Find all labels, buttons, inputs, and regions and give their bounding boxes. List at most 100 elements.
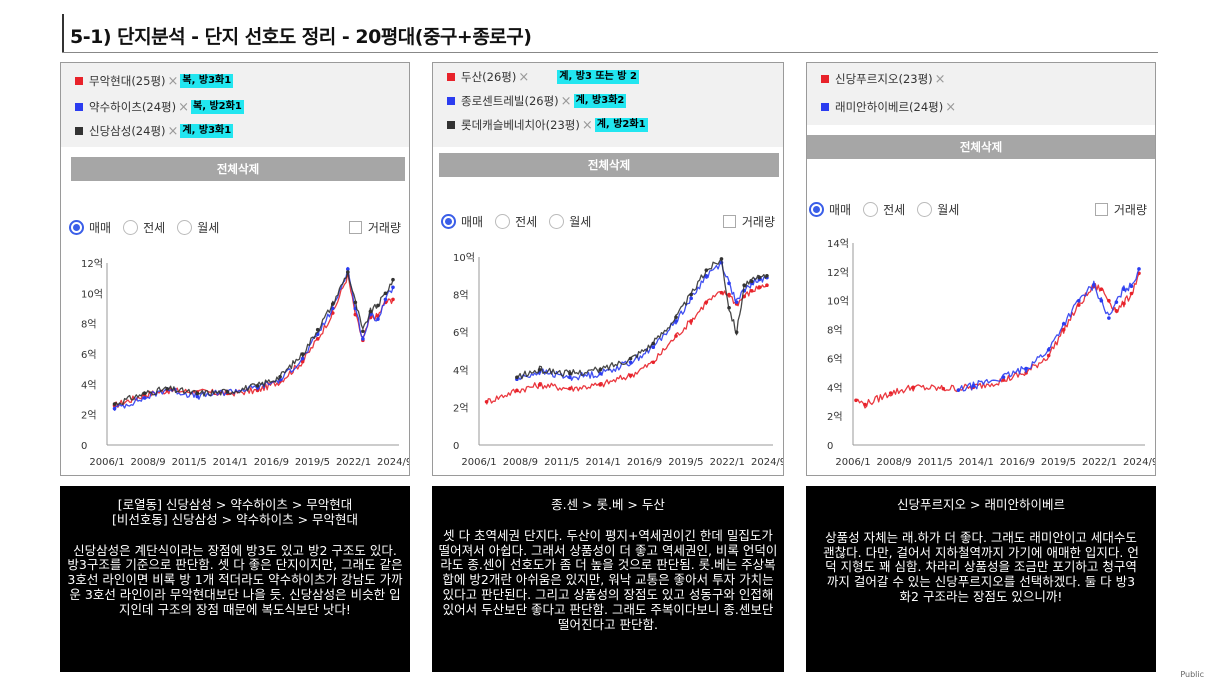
x-tick-label: 2008/9 [503, 457, 538, 468]
data-point [757, 275, 762, 280]
radio-jeonse[interactable]: 전세 [495, 213, 537, 230]
data-point [165, 387, 170, 391]
radio-sale[interactable]: 매매 [809, 201, 851, 218]
radio-label: 매매 [461, 214, 484, 229]
radio-monthly-rent[interactable]: 월세 [917, 201, 959, 218]
data-point [765, 283, 769, 287]
close-icon[interactable]: × [934, 71, 946, 87]
data-point [598, 368, 603, 372]
data-point [1137, 267, 1141, 271]
data-point [628, 356, 633, 361]
data-point [1122, 301, 1126, 306]
delete-all-button[interactable]: 전체삭제 [439, 153, 779, 177]
close-icon[interactable]: × [518, 69, 530, 85]
x-tick-label: 2022/1 [710, 457, 745, 468]
data-point [515, 375, 519, 380]
data-point [300, 359, 305, 364]
data-point [391, 297, 395, 302]
x-tick-label: 2022/1 [336, 457, 371, 468]
comparison-panel-3: 신당푸르지오(23평) × 래미안하이베르(24평) × 전체삭제 매매 전세 … [806, 62, 1156, 476]
close-icon[interactable]: × [581, 117, 593, 133]
data-point [112, 402, 117, 406]
data-point [278, 374, 282, 379]
radio-sale[interactable]: 매매 [69, 219, 111, 236]
data-point [330, 302, 335, 306]
complex-item: 종로센트레빌(26평) × 계, 방3화2 [447, 91, 627, 111]
data-point [628, 360, 633, 365]
radio-monthly-rent[interactable]: 월세 [177, 219, 219, 236]
radio-monthly-rent[interactable]: 월세 [549, 213, 591, 230]
complex-name: 무악현대(25평) [89, 74, 166, 88]
radio-unchecked-icon [549, 213, 565, 229]
volume-checkbox[interactable]: 거래량 [348, 217, 401, 237]
x-tick-label: 2014/1 [959, 457, 994, 468]
radio-label: 전세 [143, 220, 166, 235]
data-point [742, 283, 747, 287]
close-icon[interactable]: × [167, 73, 179, 89]
radio-checked-icon [441, 213, 456, 229]
data-point [651, 341, 656, 346]
data-point [315, 332, 320, 337]
data-point [1092, 283, 1096, 287]
radio-jeonse[interactable]: 전세 [123, 219, 165, 236]
data-point [361, 329, 365, 334]
data-point [225, 390, 230, 394]
complex-item: 두산(26평) × 계, 방3 또는 방 2 [447, 67, 639, 87]
data-point [704, 300, 709, 304]
data-point [568, 386, 572, 391]
close-icon[interactable]: × [560, 93, 572, 109]
comment-box-3: 신당푸르지오 > 래미안하이베르 상품성 자체는 래.하가 더 좋다. 그래도 … [806, 486, 1156, 672]
data-point [628, 373, 633, 378]
delete-all-button[interactable]: 전체삭제 [807, 135, 1155, 159]
data-point [112, 406, 117, 411]
x-tick-label: 2024/9 [751, 457, 784, 468]
complex-name: 종로센트레빌(26평) [461, 94, 559, 108]
close-icon[interactable]: × [945, 99, 957, 115]
x-tick-label: 2019/5 [1041, 457, 1076, 468]
structure-note: 계, 방2화1 [594, 118, 648, 132]
structure-note: 복, 방3화1 [180, 74, 234, 88]
data-point [971, 384, 976, 388]
data-point [1001, 378, 1006, 382]
data-point [537, 368, 542, 372]
checkbox-icon [1094, 202, 1108, 216]
x-tick-label: 2016/9 [627, 457, 662, 468]
comparison-panel-1: 무악현대(25평) × 복, 방3화1 약수하이츠(24평) × 복, 방2화1… [60, 62, 410, 476]
complex-name: 신당푸르지오(23평) [835, 72, 933, 86]
red-series-swatch [75, 77, 83, 85]
data-point [734, 330, 739, 334]
data-point [1107, 298, 1111, 303]
radio-label: 전세 [883, 202, 906, 217]
radio-jeonse[interactable]: 전세 [863, 201, 905, 218]
data-point [142, 396, 147, 400]
delete-all-button[interactable]: 전체삭제 [71, 157, 405, 181]
data-point [368, 309, 373, 314]
blue-series-swatch [75, 103, 83, 111]
complex-name: 래미안하이베르(24평) [835, 100, 944, 114]
volume-checkbox[interactable]: 거래량 [1094, 199, 1147, 219]
y-tick-label: 0 [827, 441, 833, 452]
data-point [911, 385, 916, 390]
data-point [749, 289, 754, 293]
complex-name: 신당삼성(24평) [89, 124, 166, 138]
close-icon[interactable]: × [167, 123, 179, 139]
comment-body: 신당삼성은 계단식이라는 장점에 방3도 있고 방2 구조도 있다. 방3구조를… [67, 542, 403, 617]
y-tick-label: 4억 [453, 365, 469, 377]
data-point [1099, 298, 1104, 303]
data-point [956, 388, 961, 392]
selected-complex-list: 무악현대(25평) × 복, 방3화1 약수하이츠(24평) × 복, 방2화1… [61, 63, 409, 147]
data-point [391, 285, 395, 290]
y-tick-label: 6억 [827, 353, 843, 365]
x-tick-label: 2014/1 [213, 457, 248, 468]
complex-name: 약수하이츠(24평) [89, 100, 177, 114]
data-point [383, 291, 388, 296]
volume-checkbox[interactable]: 거래량 [722, 211, 775, 231]
data-point [863, 402, 867, 407]
data-point [727, 281, 731, 286]
radio-sale[interactable]: 매매 [441, 213, 483, 230]
data-point [1114, 309, 1119, 313]
data-point [330, 306, 335, 311]
comment-box-1: [로열동] 신당삼성 > 약수하이츠 > 무악현대 [비선호동] 신당삼성 > … [60, 486, 410, 672]
y-tick-label: 14억 [827, 238, 849, 250]
close-icon[interactable]: × [178, 99, 189, 115]
